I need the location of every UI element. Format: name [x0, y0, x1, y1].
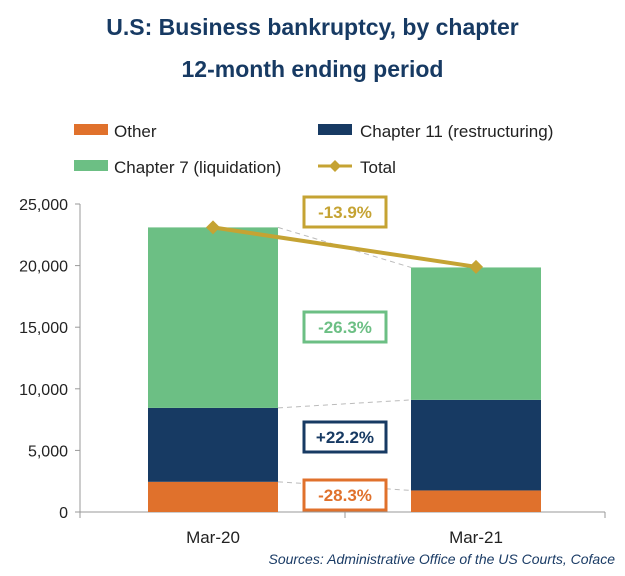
x-category-label: Mar-20: [186, 528, 240, 547]
y-tick-label: 25,000: [19, 197, 68, 214]
legend-label-total: Total: [360, 158, 396, 177]
x-category-label: Mar-21: [449, 528, 503, 547]
change-annotation-box: [302, 310, 388, 344]
bar-mar-21-series-2: [411, 267, 541, 400]
change-annotation-label: -26.3%: [318, 318, 372, 337]
legend-label-chapter11: Chapter 11 (restructuring): [360, 122, 553, 141]
connector-line-1: [277, 399, 412, 409]
y-tick-label: 10,000: [19, 382, 68, 399]
total-line: [212, 225, 477, 269]
legend-label-other: Other: [114, 122, 157, 141]
legend-swatch-total-marker: [329, 160, 341, 172]
legend-swatch-other: [74, 124, 108, 135]
change-annotation-label: -28.3%: [318, 486, 372, 505]
bar-mar-20-series-2: [148, 227, 278, 408]
legend-label-chapter7: Chapter 7 (liquidation): [114, 158, 281, 177]
y-tick-label: 15,000: [19, 320, 68, 337]
bar-mar-21-series-0: [411, 490, 541, 512]
total-marker: [206, 220, 220, 235]
bar-mar-20-series-0: [148, 481, 278, 512]
legend-swatch-chapter11: [318, 124, 352, 135]
legend-swatch-chapter7: [74, 160, 108, 171]
bar-mar-20-series-1: [148, 407, 278, 482]
y-tick-label: 0: [59, 505, 68, 522]
change-annotation-box: [302, 420, 388, 454]
source-note: Sources: Administrative Office of the US…: [268, 551, 615, 567]
y-tick-label: 5,000: [28, 443, 68, 460]
change-annotation-box: [302, 478, 388, 512]
change-annotation-box: [302, 195, 388, 229]
bar-mar-21-series-1: [411, 399, 541, 491]
y-tick-label: 20,000: [19, 259, 68, 276]
chart-title: U.S: Business bankruptcy, by chapter: [106, 14, 519, 40]
change-annotation-label: -13.9%: [318, 203, 372, 222]
chart-subtitle: 12-month ending period: [181, 56, 444, 82]
total-marker: [469, 259, 483, 274]
change-annotation-label: +22.2%: [316, 428, 374, 447]
